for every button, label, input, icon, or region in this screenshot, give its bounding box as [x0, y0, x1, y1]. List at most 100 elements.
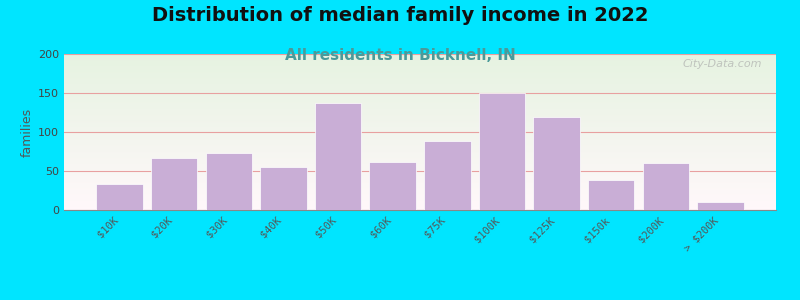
Bar [64, 120, 776, 121]
Bar [64, 88, 776, 89]
Bar [64, 92, 776, 93]
Bar [64, 76, 776, 77]
Bar [64, 72, 776, 73]
Bar [64, 156, 776, 157]
Bar [642, 163, 689, 210]
Bar [64, 206, 776, 207]
Bar [64, 95, 776, 96]
Bar [64, 197, 776, 198]
Bar [64, 190, 776, 191]
Bar [64, 188, 776, 189]
Bar [64, 113, 776, 114]
Bar [64, 62, 776, 63]
Bar [64, 146, 776, 147]
Bar [64, 117, 776, 118]
Bar [64, 129, 776, 130]
Bar [64, 194, 776, 195]
Bar [64, 170, 776, 171]
Bar [64, 148, 776, 149]
Bar [370, 162, 416, 210]
Bar [64, 66, 776, 67]
Bar [64, 65, 776, 66]
Bar [64, 183, 776, 184]
Bar [64, 111, 776, 112]
Bar [64, 175, 776, 176]
Bar [64, 89, 776, 90]
Bar [64, 103, 776, 104]
Bar [424, 141, 470, 210]
Bar [64, 109, 776, 110]
Bar [64, 67, 776, 68]
Bar [64, 154, 776, 155]
Bar [64, 173, 776, 174]
Bar [64, 171, 776, 172]
Bar [64, 195, 776, 196]
Bar [64, 165, 776, 166]
Bar [64, 131, 776, 132]
Bar [64, 142, 776, 143]
Bar [151, 158, 198, 210]
Bar [64, 207, 776, 208]
Bar [64, 126, 776, 127]
Bar [64, 136, 776, 137]
Bar [64, 78, 776, 79]
Bar [64, 205, 776, 206]
Bar [64, 75, 776, 76]
Bar [64, 63, 776, 64]
Bar [64, 114, 776, 115]
Bar [64, 144, 776, 145]
Bar [260, 167, 306, 210]
Bar [64, 127, 776, 128]
Y-axis label: families: families [21, 107, 34, 157]
Bar [64, 84, 776, 85]
Bar [64, 93, 776, 94]
Bar [64, 97, 776, 98]
Bar [64, 96, 776, 97]
Bar [478, 93, 525, 210]
Bar [64, 162, 776, 163]
Bar [64, 121, 776, 122]
Bar [64, 187, 776, 188]
Bar [64, 79, 776, 80]
Bar [64, 74, 776, 75]
Bar [64, 115, 776, 116]
Bar [64, 166, 776, 167]
Bar [64, 186, 776, 187]
Bar [64, 169, 776, 170]
Text: Distribution of median family income in 2022: Distribution of median family income in … [152, 6, 648, 25]
Text: City-Data.com: City-Data.com [682, 59, 762, 69]
Bar [64, 159, 776, 160]
Bar [64, 56, 776, 57]
Bar [64, 134, 776, 135]
Bar [64, 203, 776, 204]
Bar [64, 193, 776, 194]
Bar [64, 132, 776, 133]
Bar [64, 163, 776, 164]
Bar [64, 125, 776, 126]
Bar [64, 64, 776, 65]
Bar [64, 99, 776, 100]
Bar [64, 149, 776, 150]
Bar [64, 181, 776, 182]
Bar [64, 86, 776, 87]
Bar [64, 176, 776, 177]
Bar [64, 135, 776, 136]
Bar [588, 180, 634, 210]
Bar [64, 108, 776, 109]
Bar [64, 157, 776, 158]
Bar [64, 102, 776, 103]
Bar [64, 98, 776, 99]
Bar [64, 182, 776, 183]
Bar [64, 119, 776, 120]
Bar [64, 138, 776, 139]
Bar [64, 90, 776, 91]
Bar [64, 150, 776, 151]
Bar [64, 169, 776, 170]
Bar [64, 143, 776, 144]
Bar [64, 147, 776, 148]
Bar [64, 137, 776, 138]
Bar [64, 58, 776, 59]
Bar [64, 198, 776, 199]
Bar [64, 145, 776, 146]
Bar [64, 60, 776, 61]
